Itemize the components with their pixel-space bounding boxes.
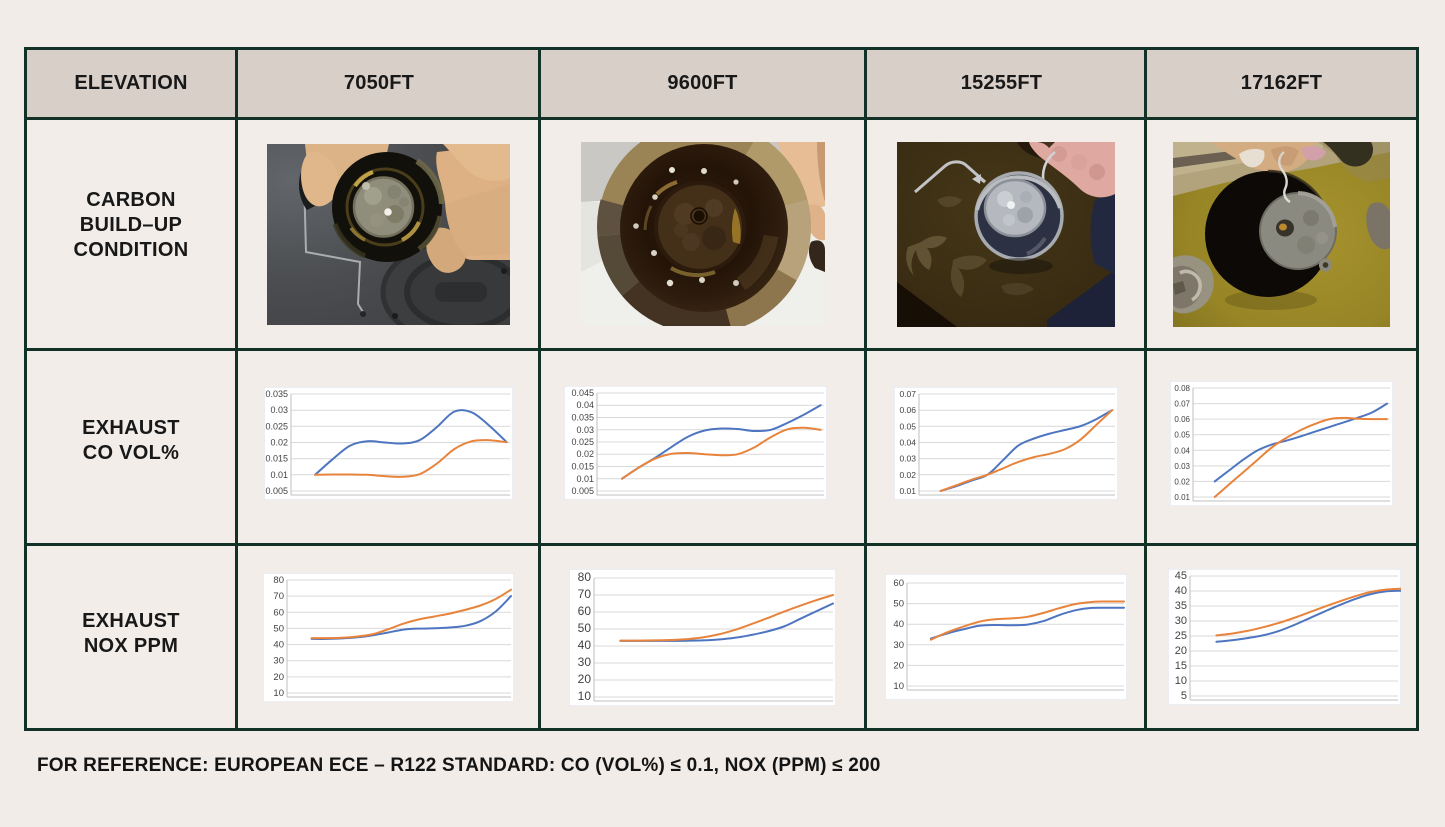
svg-text:40: 40 <box>1175 585 1187 597</box>
svg-text:0.03: 0.03 <box>576 425 594 435</box>
svg-text:0.015: 0.015 <box>265 453 288 463</box>
svg-text:15: 15 <box>1175 660 1187 672</box>
svg-text:0.05: 0.05 <box>1174 430 1190 439</box>
svg-text:30: 30 <box>1175 615 1187 627</box>
svg-text:0.04: 0.04 <box>899 437 916 447</box>
svg-text:30: 30 <box>578 655 592 669</box>
svg-text:30: 30 <box>893 640 904 651</box>
svg-text:40: 40 <box>578 638 592 652</box>
svg-text:20: 20 <box>273 671 284 682</box>
svg-text:0.08: 0.08 <box>1174 384 1190 393</box>
svg-text:0.01: 0.01 <box>576 474 594 484</box>
svg-text:0.06: 0.06 <box>899 405 916 415</box>
svg-text:0.025: 0.025 <box>265 421 288 431</box>
svg-text:0.02: 0.02 <box>270 437 288 447</box>
svg-text:0.02: 0.02 <box>899 469 916 479</box>
svg-text:70: 70 <box>578 587 592 601</box>
svg-text:50: 50 <box>893 599 904 610</box>
svg-text:0.02: 0.02 <box>576 449 594 459</box>
svg-text:0.04: 0.04 <box>576 400 594 410</box>
svg-text:0.03: 0.03 <box>1174 461 1190 470</box>
svg-text:0.04: 0.04 <box>1174 446 1190 455</box>
svg-text:60: 60 <box>893 578 904 589</box>
svg-text:10: 10 <box>1175 675 1187 687</box>
svg-text:60: 60 <box>273 607 284 618</box>
svg-text:0.06: 0.06 <box>1174 415 1190 424</box>
svg-text:40: 40 <box>273 639 284 650</box>
svg-text:40: 40 <box>893 619 904 630</box>
svg-text:45: 45 <box>1175 570 1187 582</box>
svg-text:0.05: 0.05 <box>899 421 916 431</box>
svg-text:0.01: 0.01 <box>270 469 288 479</box>
svg-text:80: 80 <box>578 570 592 584</box>
svg-text:35: 35 <box>1175 600 1187 612</box>
svg-text:0.035: 0.035 <box>265 389 288 399</box>
svg-text:0.03: 0.03 <box>270 405 288 415</box>
svg-text:0.035: 0.035 <box>571 413 594 423</box>
svg-text:20: 20 <box>1175 645 1187 657</box>
svg-text:80: 80 <box>273 575 284 586</box>
svg-text:0.07: 0.07 <box>1174 399 1190 408</box>
svg-text:25: 25 <box>1175 630 1187 642</box>
svg-text:0.03: 0.03 <box>899 453 916 463</box>
svg-text:0.07: 0.07 <box>899 389 916 399</box>
svg-text:0.02: 0.02 <box>1174 477 1190 486</box>
svg-text:0.005: 0.005 <box>265 486 288 496</box>
svg-text:50: 50 <box>578 621 592 635</box>
svg-text:20: 20 <box>893 660 904 671</box>
svg-text:0.01: 0.01 <box>899 486 916 496</box>
svg-text:5: 5 <box>1181 690 1187 702</box>
svg-text:0.015: 0.015 <box>571 462 594 472</box>
svg-text:50: 50 <box>273 623 284 634</box>
svg-text:70: 70 <box>273 591 284 602</box>
svg-text:0.01: 0.01 <box>1174 493 1190 502</box>
svg-text:60: 60 <box>578 604 592 618</box>
svg-text:0.025: 0.025 <box>571 437 594 447</box>
svg-text:0.005: 0.005 <box>571 486 594 496</box>
svg-text:30: 30 <box>273 655 284 666</box>
svg-text:10: 10 <box>578 689 592 703</box>
svg-text:10: 10 <box>893 681 904 692</box>
svg-text:0.045: 0.045 <box>571 388 594 398</box>
svg-text:10: 10 <box>273 688 284 699</box>
svg-text:20: 20 <box>578 672 592 686</box>
